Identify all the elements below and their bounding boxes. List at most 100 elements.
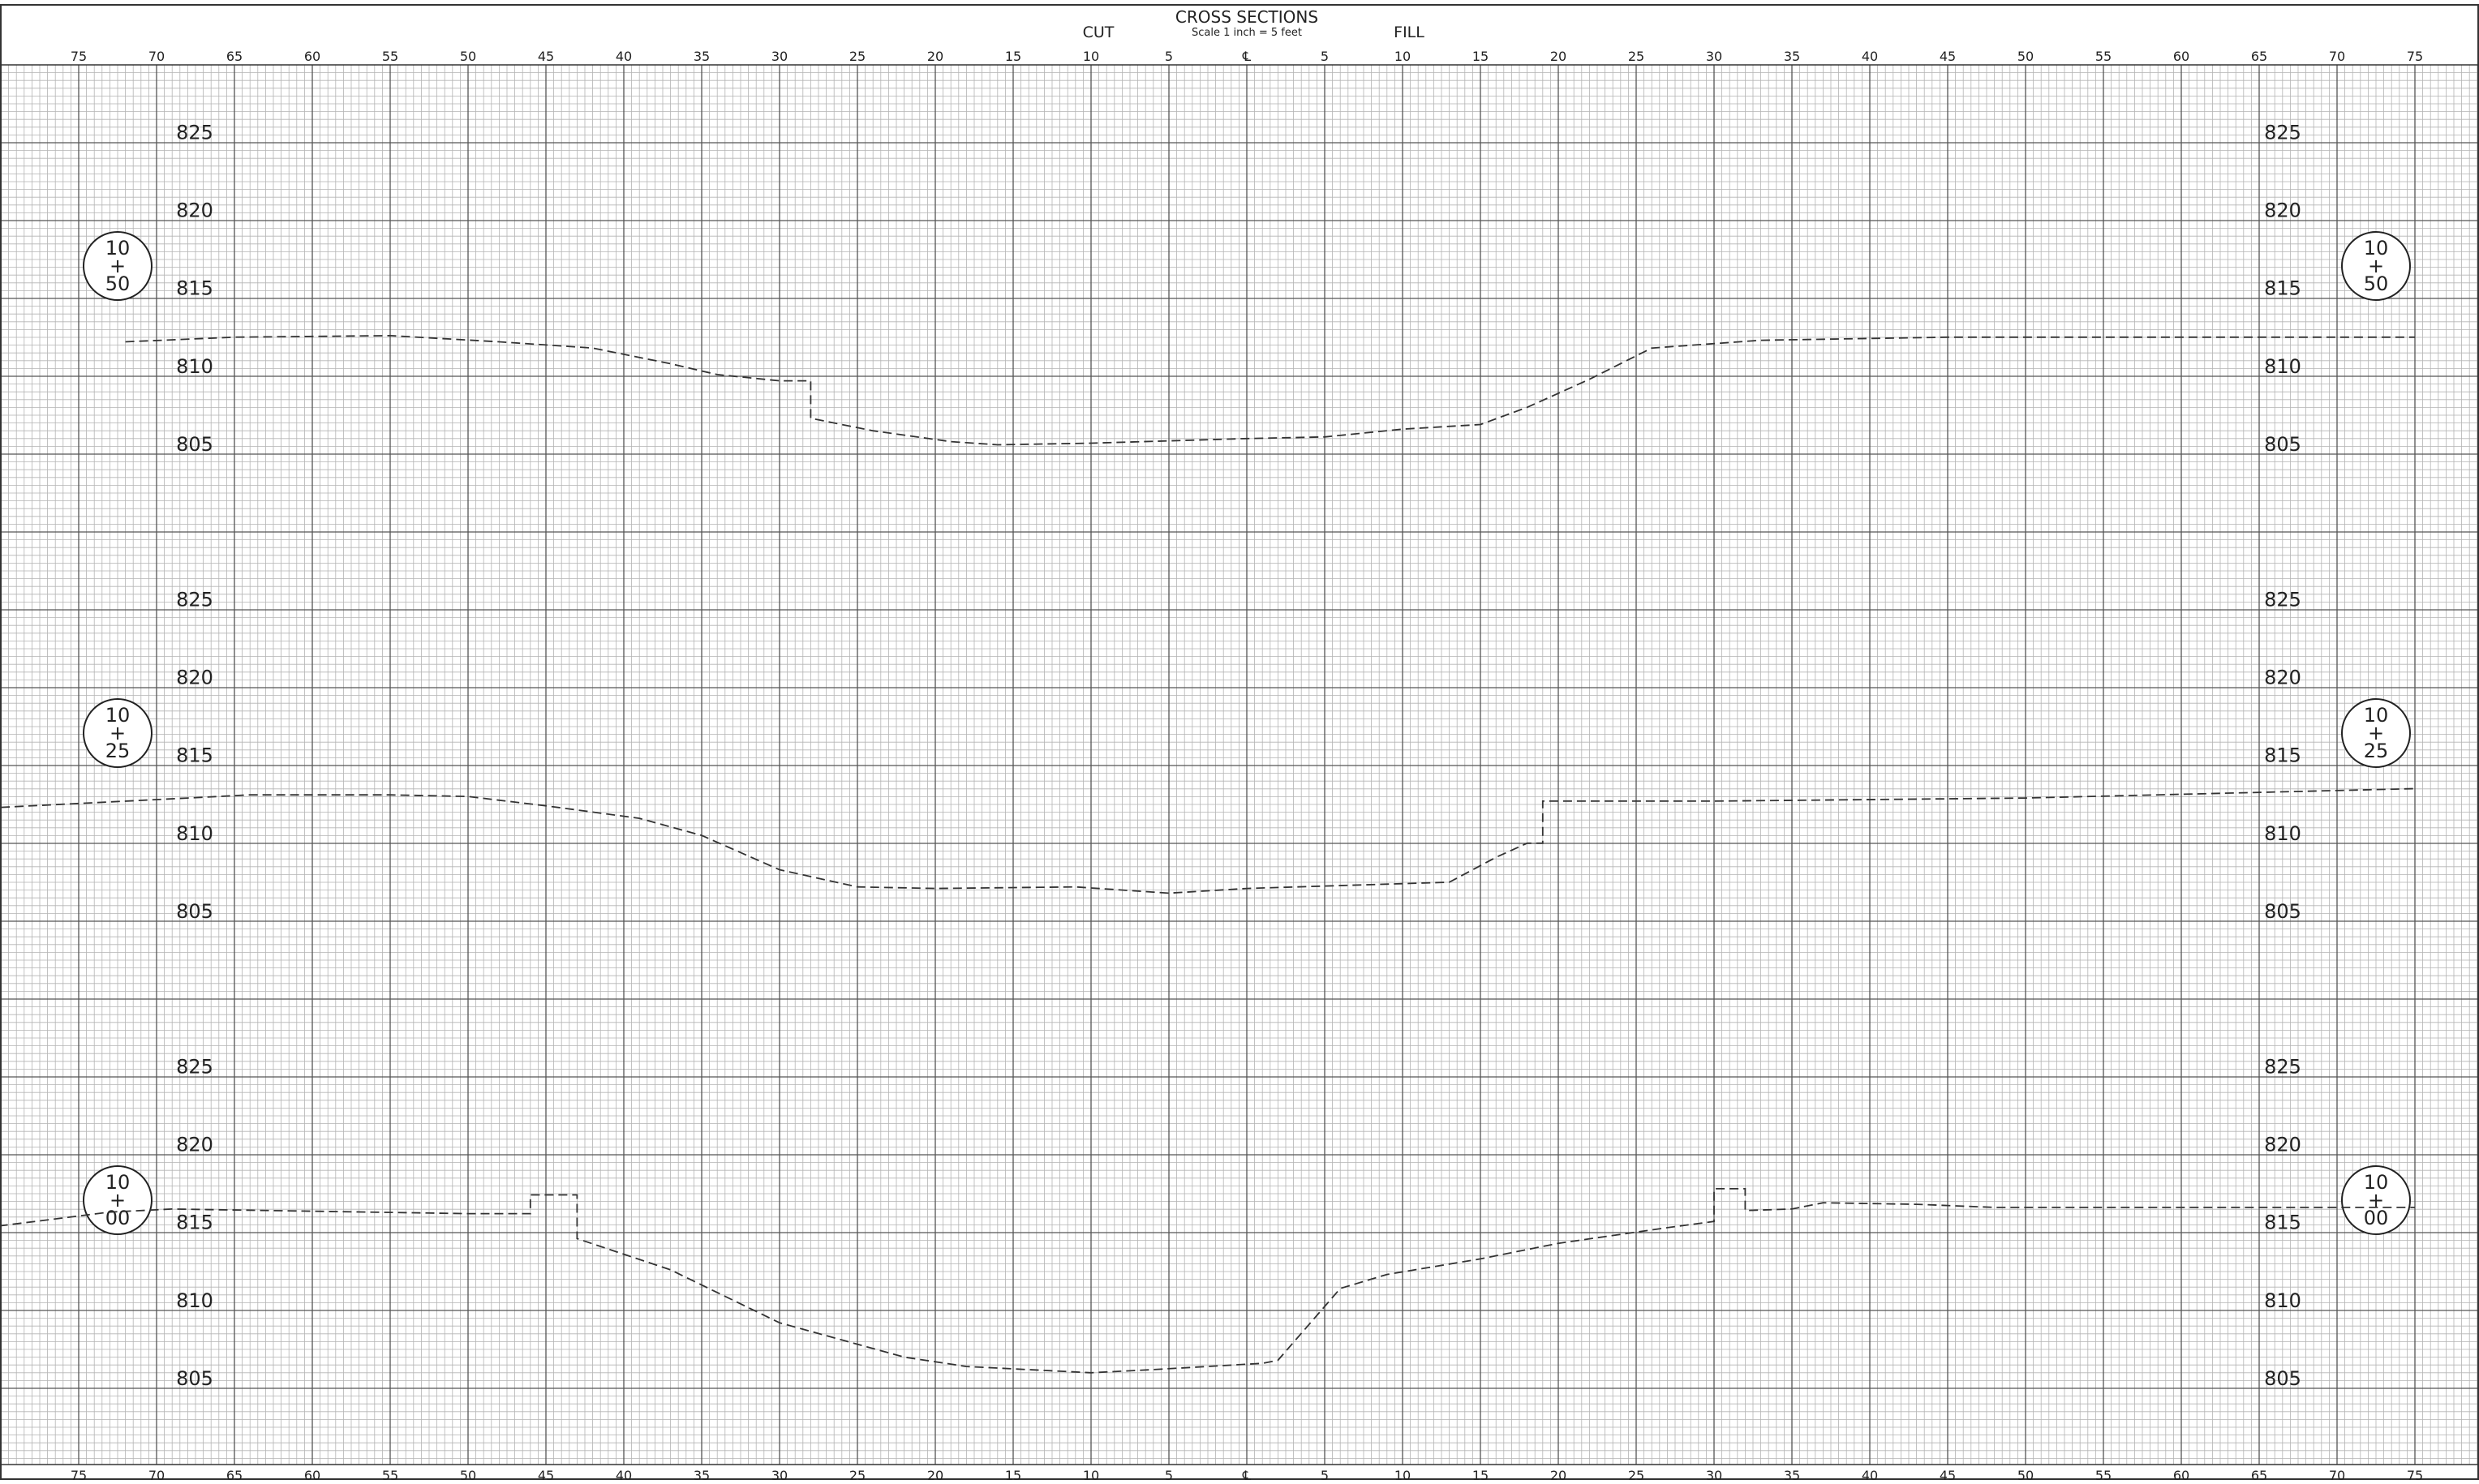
station-marker-right: 10+25 bbox=[2341, 698, 2411, 768]
elevation-label-left: 805 bbox=[176, 433, 213, 456]
sheet-title: CROSS SECTIONS bbox=[1175, 7, 1318, 27]
bottom-axis-tick-label: 60 bbox=[304, 1468, 320, 1483]
station-circle bbox=[2341, 231, 2411, 301]
top-axis-tick-label: 35 bbox=[1784, 49, 1800, 64]
bottom-axis-tick-label: 5 bbox=[1321, 1468, 1329, 1483]
bottom-axis-tick-label: 15 bbox=[1005, 1468, 1021, 1483]
station-marker-right: 10+50 bbox=[2341, 231, 2411, 301]
top-axis-tick-label: 30 bbox=[771, 49, 788, 64]
top-axis-tick-label: 10 bbox=[1083, 49, 1099, 64]
elevation-label-right: 815 bbox=[2264, 744, 2301, 767]
top-axis-tick-label: 20 bbox=[927, 49, 943, 64]
bottom-axis-tick-label: 35 bbox=[1784, 1468, 1800, 1483]
sheet-header: CROSS SECTIONS Scale 1 inch = 5 feet CUT… bbox=[1083, 7, 1425, 41]
top-axis-tick-label: 55 bbox=[2095, 49, 2112, 64]
bottom-axis-tick-label: 5 bbox=[1165, 1468, 1173, 1483]
top-axis-tick-label: 70 bbox=[2329, 49, 2345, 64]
station-text-bot: 00 bbox=[105, 1207, 131, 1229]
elevation-label-right: 810 bbox=[2264, 1289, 2301, 1312]
elevation-label-left: 810 bbox=[176, 355, 213, 378]
bottom-axis-tick-label: 55 bbox=[2095, 1468, 2112, 1483]
elevation-label-left: 810 bbox=[176, 822, 213, 845]
station-text-top: 10 bbox=[2364, 704, 2389, 727]
bottom-axis-tick-label: 40 bbox=[616, 1468, 632, 1483]
station-circle bbox=[2341, 698, 2411, 768]
top-axis-tick-label: 15 bbox=[1472, 49, 1489, 64]
bottom-axis-tick-label: ℄ bbox=[1242, 1468, 1252, 1483]
elevation-label-left: 815 bbox=[176, 744, 213, 767]
top-offset-axis: 75 70 65 60 55 50 45 40 35 30 25 20 15 10 5 ℄ 5 10 15 20 25 3… bbox=[71, 49, 2423, 64]
station-circle bbox=[2341, 1165, 2411, 1235]
bottom-axis-tick-label: 45 bbox=[538, 1468, 554, 1483]
station-circle bbox=[83, 231, 153, 301]
station-text-bot: 25 bbox=[105, 740, 131, 762]
bottom-axis-tick-label: 20 bbox=[927, 1468, 943, 1483]
elevation-label-left: 820 bbox=[176, 667, 213, 689]
top-axis-tick-label: 35 bbox=[694, 49, 710, 64]
grid-minor-lines bbox=[0, 64, 2479, 1465]
bottom-axis-tick-label: 60 bbox=[2173, 1468, 2189, 1483]
bottom-axis-tick-label: 25 bbox=[849, 1468, 866, 1483]
station-text-mid: + bbox=[110, 722, 126, 744]
bottom-axis-tick-label: 20 bbox=[1550, 1468, 1566, 1483]
station-marker-left: 10+25 bbox=[83, 698, 153, 768]
top-axis-tick-label: 25 bbox=[1628, 49, 1644, 64]
elevation-label-left: 825 bbox=[176, 121, 213, 144]
sheet-border bbox=[0, 4, 2479, 1480]
elevation-label-right: 805 bbox=[2264, 433, 2301, 456]
elevation-label-left: 815 bbox=[176, 277, 213, 300]
bottom-axis-tick-label: 45 bbox=[1940, 1468, 1956, 1483]
station-marker-left: 10+00 bbox=[83, 1165, 153, 1235]
bottom-axis-tick-label: 50 bbox=[2017, 1468, 2034, 1483]
elevation-label-right: 825 bbox=[2264, 121, 2301, 144]
ground-profile-line bbox=[0, 787, 2416, 894]
bottom-axis-tick-label: 70 bbox=[148, 1468, 165, 1483]
station-circle bbox=[83, 1165, 153, 1235]
elevation-label-left: 820 bbox=[176, 199, 213, 222]
bottom-axis-tick-label: 10 bbox=[1083, 1468, 1099, 1483]
bottom-axis-tick-label: 75 bbox=[2407, 1468, 2423, 1483]
bottom-offset-axis: 75 70 65 60 55 50 45 40 35 30 25 20 15 10 5 ℄ 5 10 15 20 25 3… bbox=[71, 1468, 2423, 1483]
top-axis-tick-label: 75 bbox=[2407, 49, 2423, 64]
elevation-label-right: 820 bbox=[2264, 667, 2301, 689]
elevation-label-left: 820 bbox=[176, 1134, 213, 1156]
elevation-label-left: 805 bbox=[176, 1367, 213, 1390]
station-text-mid: + bbox=[110, 1189, 126, 1212]
bottom-axis-tick-label: 65 bbox=[2251, 1468, 2267, 1483]
bottom-axis-tick-label: 30 bbox=[771, 1468, 788, 1483]
station-text-bot: 25 bbox=[2364, 740, 2389, 762]
top-axis-tick-label: 60 bbox=[304, 49, 320, 64]
elevation-label-right: 805 bbox=[2264, 900, 2301, 923]
station-marker-left: 10+50 bbox=[83, 231, 153, 301]
station-text-mid: + bbox=[2368, 722, 2384, 744]
top-axis-tick-label: 65 bbox=[226, 49, 243, 64]
station-text-bot: 50 bbox=[105, 272, 131, 295]
elevation-label-right: 825 bbox=[2264, 588, 2301, 611]
top-axis-tick-label: 25 bbox=[849, 49, 866, 64]
elevation-label-left: 815 bbox=[176, 1212, 213, 1234]
bottom-axis-tick-label: 75 bbox=[71, 1468, 87, 1483]
top-axis-tick-label: 40 bbox=[1862, 49, 1878, 64]
station-text-mid: + bbox=[2368, 255, 2384, 277]
ground-profile-line bbox=[0, 1188, 2415, 1374]
station-text-top: 10 bbox=[105, 1171, 131, 1194]
top-axis-tick-label: 40 bbox=[616, 49, 632, 64]
elevation-label-right: 815 bbox=[2264, 1212, 2301, 1234]
top-axis-tick-label: 70 bbox=[148, 49, 165, 64]
bottom-axis-tick-label: 70 bbox=[2329, 1468, 2345, 1483]
elevation-label-left: 810 bbox=[176, 1289, 213, 1312]
top-axis-tick-label: 60 bbox=[2173, 49, 2189, 64]
bottom-axis-tick-label: 35 bbox=[694, 1468, 710, 1483]
elevation-label-left: 825 bbox=[176, 1055, 213, 1078]
station-text-mid: + bbox=[2368, 1189, 2384, 1212]
top-axis-tick-label: 20 bbox=[1550, 49, 1566, 64]
top-axis-tick-label: 65 bbox=[2251, 49, 2267, 64]
elevation-label-right: 820 bbox=[2264, 1134, 2301, 1156]
top-axis-tick-label: 15 bbox=[1005, 49, 1021, 64]
top-axis-tick-label: 75 bbox=[71, 49, 87, 64]
top-axis-tick-label: 5 bbox=[1165, 49, 1173, 64]
bottom-axis-tick-label: 25 bbox=[1628, 1468, 1644, 1483]
